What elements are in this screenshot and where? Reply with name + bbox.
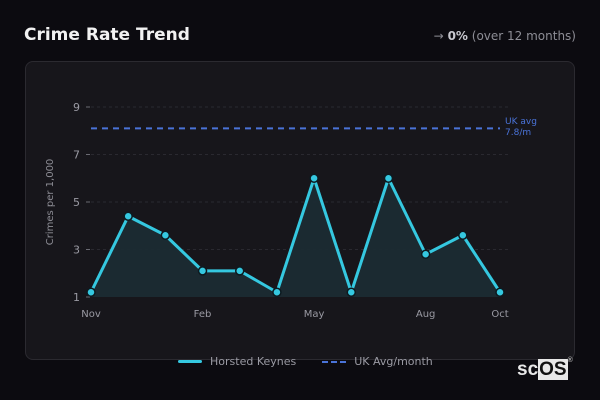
data-point[interactable] [86,287,96,297]
data-point[interactable] [309,173,319,183]
data-point[interactable] [234,266,245,276]
brand-prefix: sc [517,359,539,380]
data-point[interactable] [420,249,431,259]
data-point[interactable] [123,211,133,221]
data-point[interactable] [458,230,468,240]
chart-card [25,61,575,360]
legend-item-series[interactable]: Horsted Keynes [178,355,296,368]
chart-legend: Horsted Keynes UK Avg/month [178,355,433,368]
svg-text:7: 7 [73,149,80,162]
solid-line-icon [178,360,202,363]
series-line [89,176,502,294]
trend-summary: → 0% (over 12 months) [434,29,576,43]
brand-logo: scOS® [517,357,573,381]
data-point[interactable] [495,287,505,297]
legend-item-average[interactable]: UK Avg/month [322,355,433,368]
uk-average-value: 7.8/m [505,128,531,138]
legend-average-label: UK Avg/month [354,355,433,368]
svg-text:Oct: Oct [491,309,508,320]
data-point[interactable] [272,287,282,297]
trend-value: 0% [447,29,468,43]
svg-text:1: 1 [73,291,80,304]
data-point[interactable] [383,173,394,183]
svg-text:9: 9 [73,101,80,114]
svg-text:5: 5 [73,196,80,209]
uk-average-label: UK avg [505,117,537,127]
registered-mark: ® [567,357,573,364]
dashed-line-icon [322,360,347,363]
svg-text:May: May [304,309,325,320]
svg-text:Nov: Nov [81,309,101,320]
y-axis-label: Crimes per 1,000 [45,159,56,246]
data-point[interactable] [346,287,357,297]
data-point[interactable] [197,266,208,276]
data-point[interactable] [160,230,171,240]
brand-highlight: OS [538,359,568,380]
trend-period: (over 12 months) [471,29,576,43]
page-title: Crime Rate Trend [24,25,190,45]
svg-text:3: 3 [73,244,80,257]
trend-arrow-icon: → [433,29,444,43]
x-axis: Nov Feb May Aug Oct [81,309,508,320]
y-axis: 1 3 5 7 9 [73,101,90,304]
svg-text:Feb: Feb [194,309,212,320]
svg-text:Aug: Aug [416,309,436,320]
legend-series-label: Horsted Keynes [210,355,297,368]
data-points [86,173,505,297]
